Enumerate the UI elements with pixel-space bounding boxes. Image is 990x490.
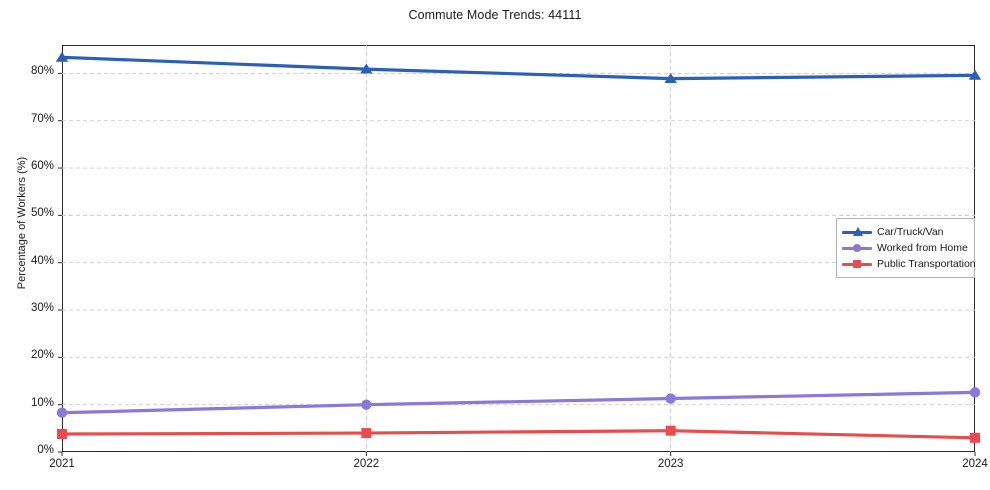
plot-area <box>62 45 975 452</box>
legend-swatch-worked-from-home <box>842 241 872 255</box>
circle-marker-icon <box>853 244 861 252</box>
chart-legend: Car/Truck/Van Worked from Home Public Tr… <box>836 218 976 278</box>
chart-title: Commute Mode Trends: 44111 <box>408 8 582 22</box>
legend-item-public-transportation: Public Transportation <box>842 256 976 272</box>
y-axis-tick-label: 80% <box>30 65 54 78</box>
y-axis-tick-label: 0% <box>37 444 54 456</box>
y-axis-tick-labels: 0% 10% 20% 30% 40% 50% 60% 70% 80% <box>0 0 54 490</box>
x-axis-tick-label: 2024 <box>962 458 988 470</box>
x-axis-tick-label: 2021 <box>49 458 75 470</box>
legend-item-worked-from-home: Worked from Home <box>842 240 968 256</box>
y-axis-tick-label: 10% <box>30 396 54 409</box>
legend-swatch-public-transportation <box>842 257 872 271</box>
legend-swatch-car-truck-van <box>842 225 872 239</box>
legend-label-worked-from-home: Worked from Home <box>877 242 968 254</box>
legend-label-car-truck-van: Car/Truck/Van <box>877 226 944 238</box>
x-axis-tick-label: 2022 <box>353 458 380 470</box>
y-axis-tick-label: 70% <box>30 112 54 125</box>
triangle-marker-icon <box>853 227 863 236</box>
y-axis-tick-label: 50% <box>30 207 54 220</box>
legend-item-car-truck-van: Car/Truck/Van <box>842 224 968 240</box>
y-axis-tick-label: 60% <box>30 160 54 173</box>
y-axis-tick-label: 40% <box>30 254 54 267</box>
square-marker-icon <box>853 260 861 268</box>
y-axis-tick-label: 20% <box>30 349 54 362</box>
y-axis-tick-label: 30% <box>30 302 54 315</box>
legend-label-public-transportation: Public Transportation <box>877 258 976 270</box>
x-axis-tick-label: 2023 <box>657 458 684 470</box>
